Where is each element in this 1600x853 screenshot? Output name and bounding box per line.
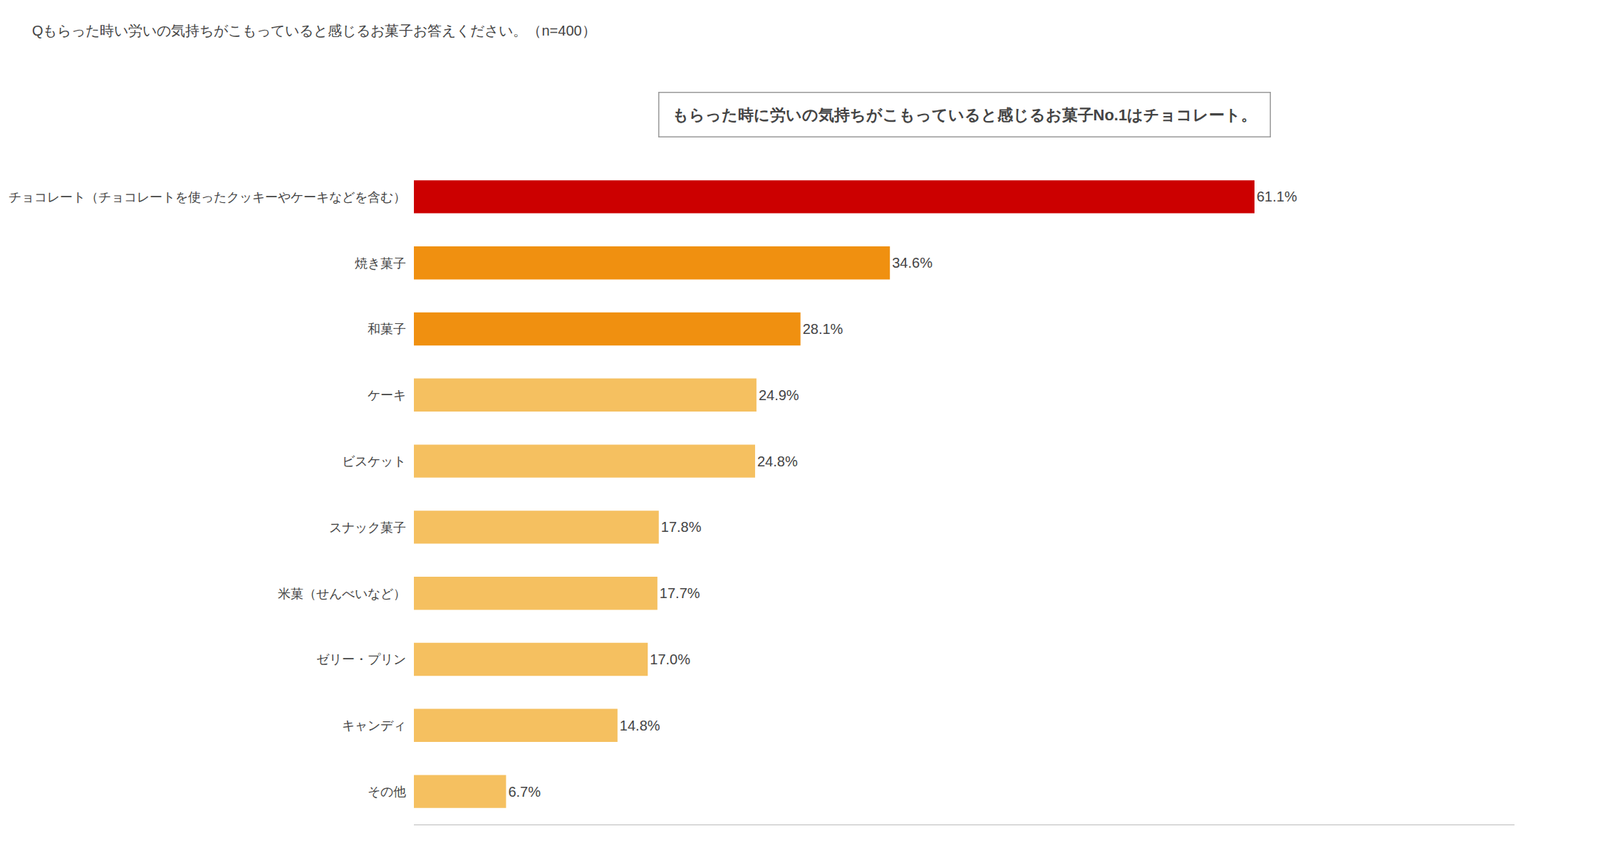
svg-text:ゼリー・プリン: ゼリー・プリン <box>316 652 407 667</box>
svg-text:米菓（せんべいなど）: 米菓（せんべいなど） <box>277 586 407 602</box>
svg-text:34.6%: 34.6% <box>891 255 933 271</box>
svg-text:17.0%: 17.0% <box>649 651 691 668</box>
svg-text:もらった時に労いの気持ちがこもっていると感じるお菓子No.1: もらった時に労いの気持ちがこもっていると感じるお菓子No.1はチョコレート。 <box>672 106 1258 124</box>
svg-text:14.8%: 14.8% <box>619 718 661 734</box>
svg-text:チョコレート（チョコレートを使ったクッキーやケーキなどを含む: チョコレート（チョコレートを使ったクッキーやケーキなどを含む） <box>8 190 407 205</box>
svg-text:焼き菓子: 焼き菓子 <box>354 256 407 271</box>
svg-text:ケーキ: ケーキ <box>367 388 407 403</box>
svg-text:24.8%: 24.8% <box>757 453 798 470</box>
svg-text:ビスケット: ビスケット <box>341 454 407 469</box>
svg-text:24.9%: 24.9% <box>758 387 800 404</box>
svg-text:28.1%: 28.1% <box>802 321 844 337</box>
svg-text:61.1%: 61.1% <box>1256 188 1298 205</box>
svg-text:和菓子: 和菓子 <box>367 321 407 337</box>
svg-text:キャンディ: キャンディ <box>341 718 407 734</box>
svg-text:スナック菓子: スナック菓子 <box>329 520 407 535</box>
svg-text:6.7%: 6.7% <box>507 784 541 800</box>
svg-text:17.7%: 17.7% <box>659 585 701 602</box>
svg-text:17.8%: 17.8% <box>661 519 702 535</box>
svg-text:その他: その他 <box>367 785 407 800</box>
svg-text:Qもらった時い労いの気持ちがこもっていると感じるお菓子お答え: Qもらった時い労いの気持ちがこもっていると感じるお菓子お答えください。（n=40… <box>32 22 597 39</box>
